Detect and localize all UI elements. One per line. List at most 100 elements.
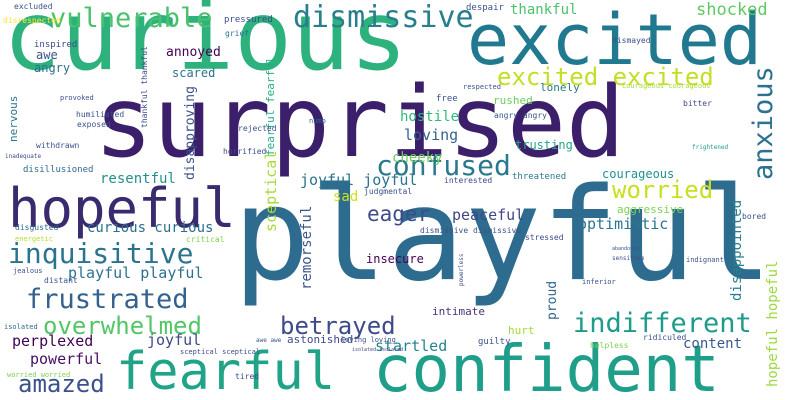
word-worried-worried: worried worried (7, 371, 71, 379)
word-hurt: hurt (508, 324, 535, 337)
word-interested: interested (444, 176, 493, 185)
word-shocked: shocked (696, 0, 768, 20)
word-bitter: bitter (683, 99, 712, 108)
word-frustrated: frustrated (26, 284, 189, 315)
word-vulnerable: vulnerable (50, 3, 213, 34)
word-angry-angry: angry angry (494, 111, 547, 120)
word-judgmental: judgmental (364, 187, 413, 196)
word-thankful-thankful: thankful thankful (140, 46, 149, 128)
word-disillusioned: disillusioned (23, 165, 94, 175)
word-awe-awe: awe awe (256, 337, 282, 344)
word-inquisitive: inquisitive (8, 237, 194, 270)
word-fearful: fearful (116, 342, 336, 400)
word-eager: eager (367, 202, 431, 226)
word-confident: confident (373, 333, 720, 400)
word-thankful: thankful (510, 2, 578, 18)
word-scared: scared (172, 66, 216, 80)
word-excited-excited: excited excited (497, 63, 714, 91)
word-loving: loving (404, 126, 459, 144)
word-courageous-courageous: courageous courageous (622, 82, 711, 90)
word-grief: grief (225, 29, 250, 38)
word-excited: excited (467, 0, 763, 81)
word-aggressive: aggressive (617, 203, 684, 216)
word-fearful-fearful: fearful fearful (264, 56, 277, 156)
word-provoked: provoked (60, 94, 94, 102)
word-pressured: pressured (224, 15, 273, 25)
word-insecure: insecure (366, 252, 424, 266)
word-joyful: joyful (147, 331, 202, 349)
word-jealous: jealous (13, 267, 43, 275)
word-astonished: astonished (287, 333, 354, 346)
word-ridiculed: ridiculed (643, 333, 687, 342)
word-disrespected: disrespected (3, 16, 61, 25)
word-threatened: threatened (512, 172, 567, 182)
word-inadequate: inadequate (5, 153, 42, 160)
word-anxious: anxious (748, 66, 779, 180)
word-remorseful: remorseful (299, 205, 315, 290)
word-indifferent: indifferent (573, 308, 752, 339)
word-content: content (683, 336, 743, 352)
word-curious: curious (3, 0, 408, 92)
word-peaceful: peaceful (452, 206, 525, 224)
word-startled: startled (375, 337, 448, 355)
word-intimate: intimate (432, 305, 485, 318)
word-exposed: exposed (77, 120, 111, 129)
word-confused: confused (376, 149, 511, 182)
word-guilty: guilty (478, 337, 511, 347)
word-joyful-joyful: joyful joyful (300, 171, 418, 189)
word-powerful: powerful (30, 350, 103, 368)
word-numb: numb (309, 117, 326, 125)
word-worried: worried (612, 176, 714, 204)
word-trusting: trusting (515, 138, 573, 152)
word-humiliated: humiliated (76, 110, 125, 119)
word-isolated: isolated (4, 323, 38, 331)
word-perplexed: perplexed (12, 332, 94, 350)
word-annoyed: annoyed (166, 45, 221, 60)
word-hopeful-hopeful: hopeful hopeful (765, 260, 781, 387)
word-inspired: inspired (34, 40, 78, 50)
word-tired: tired (235, 372, 260, 381)
word-dismissive: dismissive (293, 0, 474, 35)
word-sceptical: sceptical (262, 150, 280, 232)
word-hopeful: hopeful (8, 177, 236, 240)
word-playful-playful: playful playful (68, 264, 204, 282)
word-indignant: indignant (686, 256, 724, 264)
word-overwhelmed: overwhelmed (43, 312, 202, 340)
word-disgusted: disgusted (15, 223, 59, 232)
word-stressed: stressed (525, 233, 564, 242)
word-awe: awe (36, 48, 58, 62)
word-dismissive-dismissive: dismissive dismissive (420, 226, 522, 235)
word-helpless: helpless (590, 341, 629, 350)
word-hostile: hostile (400, 109, 460, 125)
word-disapproving: disapproving (183, 86, 198, 180)
word-critical: critical (186, 235, 225, 244)
word-loving-loving: loving loving (341, 336, 396, 344)
word-cheeky: cheeky (392, 150, 443, 166)
word-angry: angry (34, 61, 71, 75)
word-horrified: horrified (223, 147, 267, 156)
word-distant: distant (44, 276, 78, 285)
word-sad: sad (333, 189, 359, 205)
word-betrayed: betrayed (280, 312, 396, 340)
word-inferior: inferior (582, 278, 616, 286)
word-rejected: rejected (238, 124, 277, 133)
word-lonely: lonely (540, 81, 580, 94)
word-proud: proud (545, 280, 560, 320)
word-withdrawn: withdrawn (36, 141, 80, 150)
word-curious-curious: curious curious (87, 220, 214, 236)
word-dismayed: dismayed (612, 36, 651, 45)
word-surprised: surprised (94, 66, 626, 180)
word-sensitive: sensitive (612, 255, 645, 262)
word-free: free (436, 94, 458, 104)
word-bored: bored (742, 212, 767, 221)
word-resentful: resentful (100, 171, 176, 187)
word-powerless: powerless (458, 253, 465, 286)
word-despair: despair (466, 3, 504, 13)
word-rushed: rushed (493, 94, 533, 107)
word-optimistic: optimistic (578, 215, 669, 233)
word-respected: respected (463, 83, 501, 91)
word-amazed: amazed (18, 370, 105, 398)
word-energetic: energetic (15, 235, 53, 243)
word-nervous: nervous (7, 95, 20, 142)
